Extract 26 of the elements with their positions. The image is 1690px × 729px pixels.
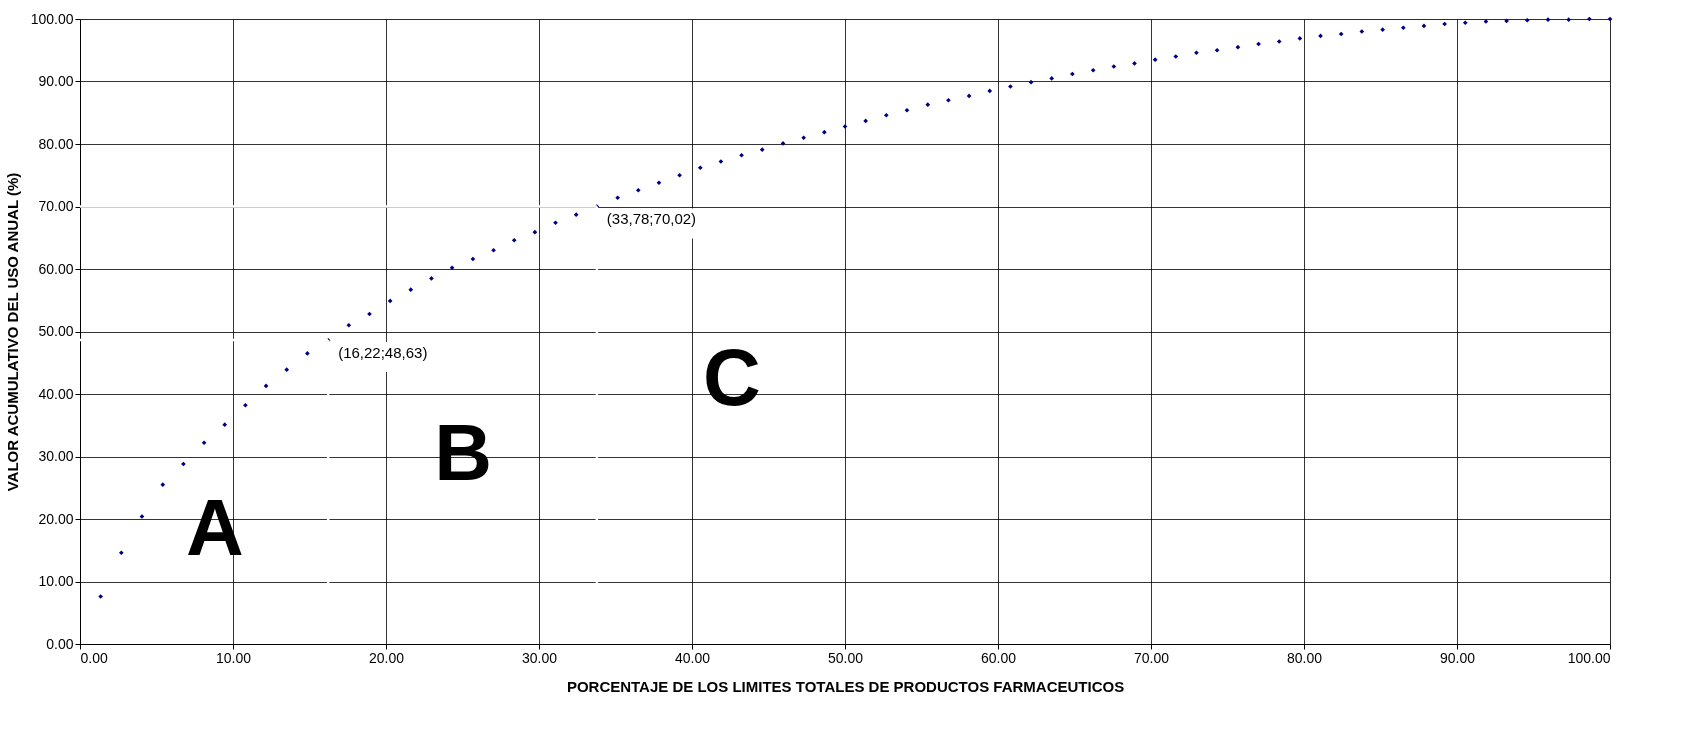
y-tick-label: 0.00: [46, 635, 74, 652]
y-axis-title: VALOR ACUMULATIVO DEL USO ANUAL (%): [3, 172, 21, 492]
y-tick-label: 50.00: [38, 323, 74, 339]
y-tick-label: 70.00: [38, 198, 74, 214]
x-tick-label: 50.00: [827, 649, 864, 666]
y-tick-label: 10.00: [38, 573, 74, 589]
annotation: (33,78;70,02): [606, 210, 697, 228]
x-tick-label: 10.00: [215, 649, 252, 666]
x-tick-label: 30.00: [521, 649, 558, 666]
annotation: (16,22;48,63): [338, 344, 428, 362]
x-tick-label: 80.00: [1286, 649, 1323, 666]
x-tick-label: 20.00: [368, 649, 405, 666]
x-tick-label: 60.00: [980, 649, 1017, 666]
y-tick-label: 90.00: [38, 73, 74, 89]
x-tick-label: 100.00: [1567, 649, 1611, 666]
x-tick-label: 40.00: [674, 649, 711, 666]
x-tick-label: 0.00: [80, 649, 108, 666]
y-tick-label: 80.00: [38, 135, 74, 152]
y-tick-label: 30.00: [38, 448, 74, 464]
x-axis-title: PORCENTAJE DE LOS LIMITES TOTALES DE PRODUCTOS FARMACEUTICOS: [566, 677, 1125, 695]
x-tick-label: 70.00: [1133, 649, 1170, 666]
y-tick-label: 20.00: [38, 510, 74, 527]
x-tick-label: 90.00: [1439, 649, 1476, 666]
y-tick-label: 60.00: [38, 260, 74, 277]
y-tick-label: 40.00: [38, 385, 74, 402]
y-tick-label: 100.00: [30, 10, 74, 27]
